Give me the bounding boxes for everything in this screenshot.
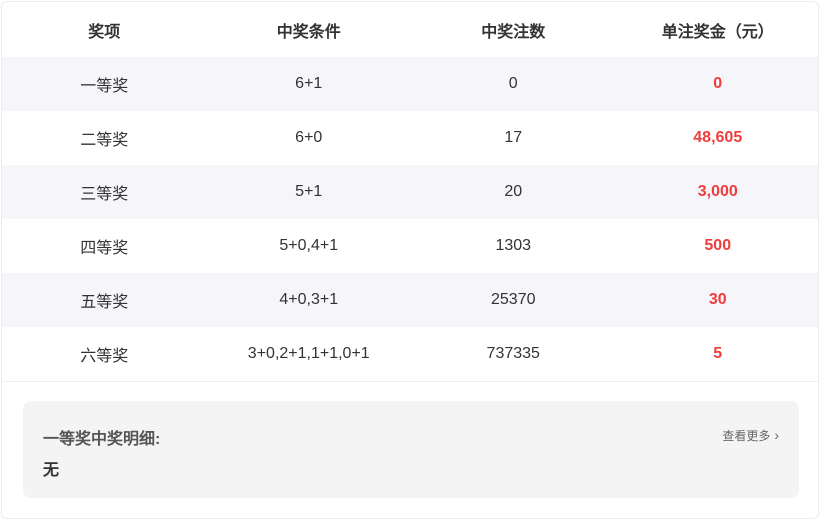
cell-level: 三等奖 [2,165,207,219]
cell-count: 25370 [411,273,616,327]
detail-title: 一等奖中奖明细: [43,431,161,448]
divider [2,381,818,382]
cell-condition: 3+0,2+1,1+1,0+1 [247,345,370,362]
cell-level: 一等奖 [2,57,207,111]
cell-condition: 6+1 [206,57,411,111]
cell-level: 二等奖 [80,132,129,149]
header-condition: 中奖条件 [276,23,341,41]
table-row: 六等奖 3+0,2+1,1+1,0+1 737335 5 [2,327,818,381]
cell-amount: 0 [615,57,818,111]
cell-count: 0 [411,57,616,111]
header-count: 中奖注数 [481,23,546,41]
first-prize-detail: 一等奖中奖明细: 无 查看更多 › [23,401,799,498]
view-more-label: 查看更多 [722,429,771,443]
table-header: 奖项 中奖条件 中奖注数 单注奖金（元） [2,2,818,57]
cell-level: 五等奖 [2,273,207,327]
cell-count: 17 [504,129,523,146]
detail-value: 无 [43,462,60,479]
cell-level: 四等奖 [80,240,129,257]
table-row: 五等奖 4+0,3+1 25370 30 [2,273,818,327]
cell-count: 20 [411,165,616,219]
header-amount: 单注奖金（元） [661,23,774,41]
header-level: 奖项 [88,23,121,41]
cell-amount: 30 [615,273,818,327]
cell-condition: 5+0,4+1 [279,237,339,254]
cell-amount: 500 [704,237,732,254]
cell-condition: 5+1 [206,165,411,219]
cell-condition: 6+0 [295,129,323,146]
table-row: 四等奖 5+0,4+1 1303 500 [2,219,818,273]
cell-amount: 3,000 [615,165,818,219]
cell-amount: 48,605 [693,129,743,146]
cell-count: 737335 [486,345,540,362]
cell-level: 六等奖 [80,348,129,365]
table-row: 三等奖 5+1 20 3,000 [2,165,818,219]
view-more-link[interactable]: 查看更多 › [722,427,779,444]
cell-condition: 4+0,3+1 [206,273,411,327]
cell-amount: 5 [713,345,723,362]
table-row: 二等奖 6+0 17 48,605 [2,111,818,165]
cell-count: 1303 [495,237,532,254]
prize-table: 奖项 中奖条件 中奖注数 单注奖金（元） 一等奖 6+1 0 0 二等奖 6+0 17 48,… [2,2,818,381]
chevron-right-icon: › [770,427,779,443]
table-row: 一等奖 6+1 0 0 [2,57,818,111]
